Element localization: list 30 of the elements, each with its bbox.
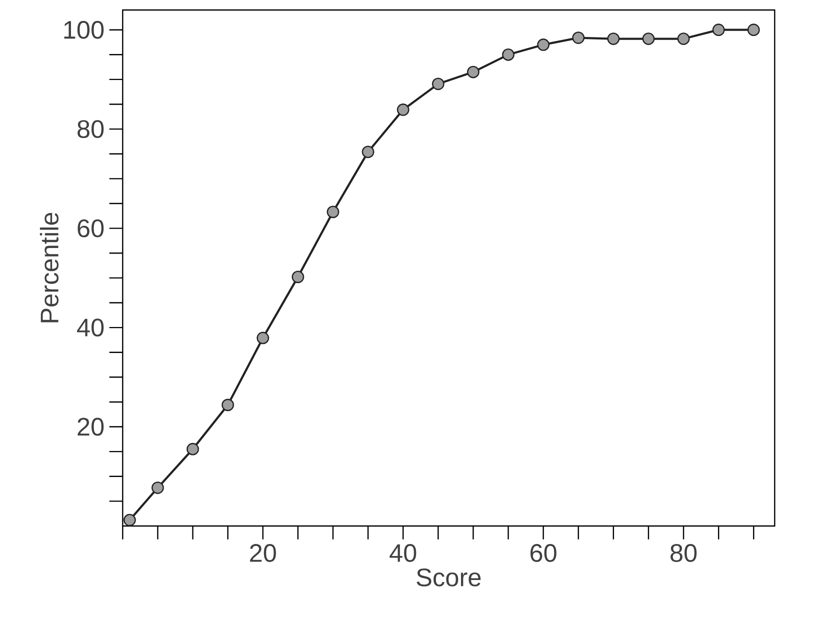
point <box>607 32 620 45</box>
x-tick-label: 60 <box>530 544 556 562</box>
y-tick-label: 40 <box>77 318 104 337</box>
y-tick-label: 100 <box>64 20 104 39</box>
x-tick-label: 40 <box>390 544 416 562</box>
point <box>712 24 725 36</box>
point <box>572 32 585 44</box>
y-tick-label: 60 <box>78 219 104 238</box>
point <box>123 514 136 526</box>
point <box>642 32 655 45</box>
y-tick-label: 80 <box>78 120 104 138</box>
point <box>432 78 444 90</box>
point <box>256 332 270 344</box>
point <box>222 398 234 412</box>
point <box>292 270 304 284</box>
point <box>396 104 410 116</box>
x-tick-label: 80 <box>670 544 697 562</box>
x-tick-label: 20 <box>250 544 276 562</box>
point <box>362 146 374 158</box>
y-axis-title: Percentile <box>40 212 59 322</box>
point <box>186 442 199 456</box>
point <box>326 206 340 218</box>
point <box>467 66 480 78</box>
y-tick-label: 20 <box>78 418 104 436</box>
point <box>502 48 514 61</box>
point <box>677 32 690 45</box>
x-axis-title: Score <box>416 568 481 586</box>
point <box>152 482 164 494</box>
point <box>747 24 760 36</box>
point <box>537 38 550 51</box>
